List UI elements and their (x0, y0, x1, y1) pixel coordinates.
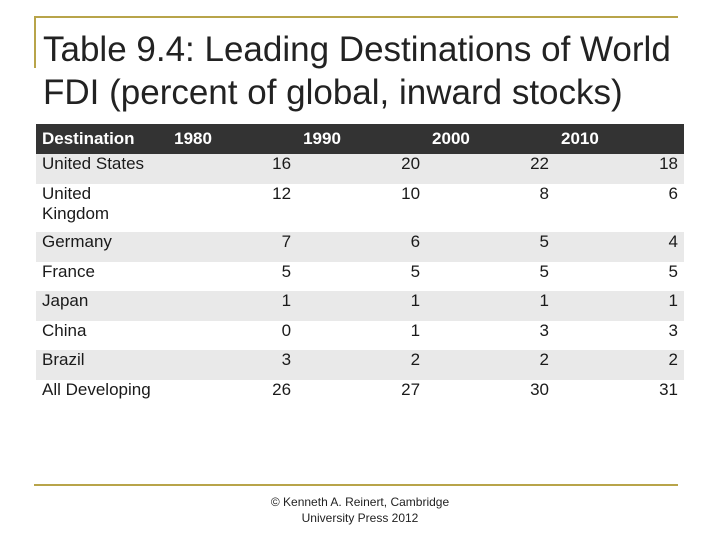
table-row: United Kingdom 12 10 8 6 (36, 184, 684, 232)
cell-1980: 1 (168, 291, 298, 321)
cell-2000: 22 (426, 154, 555, 184)
row-name: Japan (36, 291, 169, 321)
cell-1980: 0 (168, 321, 298, 350)
header-destination: Destination (36, 124, 169, 154)
header-2010: 2010 (555, 124, 684, 154)
cell-2000: 5 (426, 232, 555, 262)
cell-1980: 3 (168, 350, 298, 380)
cell-1990: 1 (297, 321, 427, 350)
left-rule (34, 16, 36, 68)
cell-1980: 7 (168, 232, 298, 262)
cell-2000: 1 (426, 291, 555, 321)
table-row: France 5 5 5 5 (36, 262, 684, 291)
header-1980: 1980 (168, 124, 298, 154)
header-2000: 2000 (426, 124, 555, 154)
table-row: United States 16 20 22 18 (36, 154, 684, 184)
cell-2010: 5 (555, 262, 684, 291)
cell-2010: 4 (555, 232, 684, 262)
table-row: All Developing 26 27 30 31 (36, 380, 684, 410)
cell-1990: 2 (297, 350, 427, 380)
header-row: Destination 1980 1990 2000 2010 (36, 124, 684, 154)
cell-2010: 3 (555, 321, 684, 350)
cell-1990: 5 (297, 262, 427, 291)
cell-1980: 12 (168, 184, 298, 232)
row-name: China (36, 321, 169, 350)
row-name: United Kingdom (36, 184, 169, 232)
top-rule (34, 16, 678, 18)
slide-title: Table 9.4: Leading Destinations of World… (43, 30, 671, 112)
cell-1980: 16 (168, 154, 298, 184)
bottom-rule (34, 484, 678, 486)
cell-2000: 5 (426, 262, 555, 291)
cell-2010: 31 (555, 380, 684, 410)
table-row: Germany 7 6 5 4 (36, 232, 684, 262)
cell-2010: 18 (555, 154, 684, 184)
footer-line-1: © Kenneth A. Reinert, Cambridge (270, 495, 450, 509)
table-row: Japan 1 1 1 1 (36, 291, 684, 321)
cell-1980: 26 (168, 380, 298, 410)
footer-line-2: University Press 2012 (301, 511, 419, 525)
cell-1990: 6 (297, 232, 427, 262)
row-name: United States (36, 154, 169, 184)
row-name: France (36, 262, 169, 291)
table-row: China 0 1 3 3 (36, 321, 684, 350)
cell-1990: 1 (297, 291, 427, 321)
cell-2000: 8 (426, 184, 555, 232)
cell-2010: 1 (555, 291, 684, 321)
cell-1980: 5 (168, 262, 298, 291)
cell-2000: 30 (426, 380, 555, 410)
row-name: Brazil (36, 350, 169, 380)
cell-2000: 2 (426, 350, 555, 380)
cell-2010: 6 (555, 184, 684, 232)
fdi-table: Destination 1980 1990 2000 2010 United S… (36, 124, 684, 410)
cell-1990: 10 (297, 184, 427, 232)
row-name: All Developing (36, 380, 169, 410)
copyright-footer: © Kenneth A. Reinert, Cambridge Universi… (240, 494, 480, 526)
cell-2000: 3 (426, 321, 555, 350)
cell-1990: 20 (297, 154, 427, 184)
cell-1990: 27 (297, 380, 427, 410)
header-1990: 1990 (297, 124, 427, 154)
row-name: Germany (36, 232, 169, 262)
table-row: Brazil 3 2 2 2 (36, 350, 684, 380)
cell-2010: 2 (555, 350, 684, 380)
